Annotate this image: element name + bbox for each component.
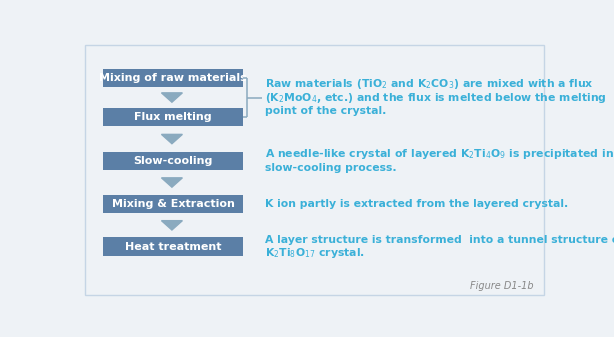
Bar [103,152,243,171]
Polygon shape [161,178,182,187]
Bar [103,108,243,126]
Text: Figure D1-1b: Figure D1-1b [470,281,534,291]
Text: point of the crystal.: point of the crystal. [265,106,386,116]
Polygon shape [161,93,182,102]
Text: Flux melting: Flux melting [134,112,212,122]
Bar [103,69,243,87]
Text: Slow-cooling: Slow-cooling [133,156,213,166]
Text: Mixing & Extraction: Mixing & Extraction [112,199,235,209]
Text: Raw materials (TiO$_2$ and K$_2$CO$_3$) are mixed with a flux: Raw materials (TiO$_2$ and K$_2$CO$_3$) … [265,77,593,91]
Text: Heat treatment: Heat treatment [125,242,222,252]
Text: A needle-like crystal of layered K$_2$Ti$_4$O$_9$ is precipitated in the: A needle-like crystal of layered K$_2$Ti… [265,147,614,161]
Bar [103,237,243,256]
Polygon shape [161,221,182,230]
Bar [103,194,243,213]
Text: K$_2$Ti$_8$O$_{17}$ crystal.: K$_2$Ti$_8$O$_{17}$ crystal. [265,246,365,261]
Text: A layer structure is transformed  into a tunnel structure of: A layer structure is transformed into a … [265,235,614,245]
Text: slow-cooling process.: slow-cooling process. [265,163,396,173]
Text: (K$_2$MoO$_4$, etc.) and the flux is melted below the melting: (K$_2$MoO$_4$, etc.) and the flux is mel… [265,91,607,104]
Text: Mixing of raw materials: Mixing of raw materials [99,73,247,83]
Polygon shape [161,134,182,144]
Text: K ion partly is extracted from the layered crystal.: K ion partly is extracted from the layer… [265,199,568,209]
